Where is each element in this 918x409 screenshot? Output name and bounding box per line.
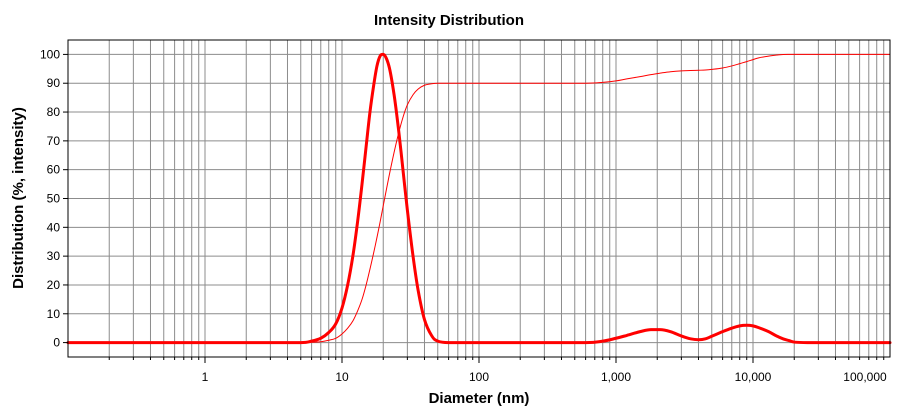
y-tick-label: 10 <box>47 307 61 321</box>
tick-marks <box>63 53 885 363</box>
x-axis-label: Diameter (nm) <box>429 390 530 407</box>
chart-title: Intensity Distribution <box>374 12 524 29</box>
y-tick-label: 50 <box>47 192 61 206</box>
y-tick-label: 70 <box>47 134 61 148</box>
x-tick-label: 1,000 <box>601 370 631 384</box>
tick-labels: 1 10 100 1,000 10,000 100,000 0 10 20 30 40 50 60 70 8… <box>40 47 887 384</box>
y-tick-label: 40 <box>47 220 61 234</box>
x-tick-label: 10 <box>335 370 349 384</box>
y-axis-label: Distribution (%, intensity) <box>10 107 27 289</box>
x-tick-label: 1 <box>202 370 209 384</box>
y-tick-label: 60 <box>47 163 61 177</box>
x-tick-label: 100,000 <box>843 370 887 384</box>
cumulative-distribution-line <box>67 53 891 344</box>
intensity-distribution-line <box>66 52 892 345</box>
y-tick-label: 100 <box>40 47 60 61</box>
y-tick-label: 30 <box>47 249 61 263</box>
y-tick-label: 0 <box>53 336 60 350</box>
grid-lines <box>68 40 890 357</box>
y-tick-label: 20 <box>47 278 61 292</box>
data-series <box>66 52 892 345</box>
x-tick-label: 10,000 <box>735 370 772 384</box>
y-tick-label: 80 <box>47 105 61 119</box>
x-tick-label: 100 <box>469 370 489 384</box>
y-tick-label: 90 <box>47 76 61 90</box>
